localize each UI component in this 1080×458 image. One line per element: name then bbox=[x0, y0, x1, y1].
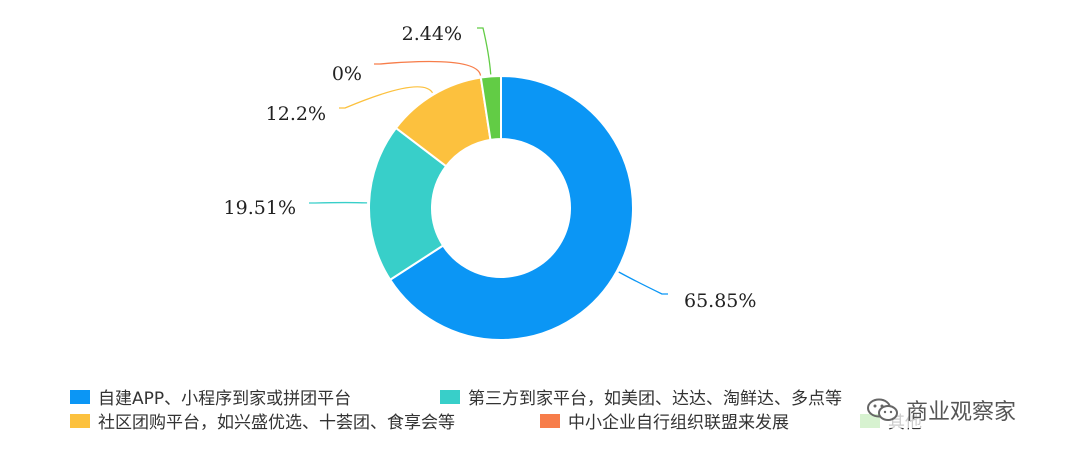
slice-self-built-app bbox=[388, 74, 634, 341]
leader-line bbox=[618, 271, 668, 295]
watermark: 商业观察家 bbox=[860, 392, 1023, 428]
data-label: 12.2% bbox=[266, 103, 326, 125]
legend-item-third-party: 第三方到家平台，如美团、达达、淘鲜达、多点等 bbox=[440, 384, 842, 409]
legend-item-community-group: 社区团购平台，如兴盛优选、十荟团、食享会等 bbox=[70, 408, 455, 433]
legend-swatch bbox=[440, 389, 460, 404]
legend-label: 第三方到家平台，如美团、达达、淘鲜达、多点等 bbox=[468, 389, 842, 409]
slice-other bbox=[479, 74, 502, 141]
leader-line bbox=[374, 60, 482, 76]
legend-label: 社区团购平台，如兴盛优选、十荟团、食享会等 bbox=[98, 413, 455, 433]
legend-label: 中小企业自行组织联盟来发展 bbox=[568, 413, 789, 433]
leader-line bbox=[477, 27, 492, 75]
legend-swatch bbox=[540, 413, 560, 428]
data-label: 65.85% bbox=[684, 290, 756, 312]
chart-legend: 自建APP、小程序到家或拼团平台 第三方到家平台，如美团、达达、淘鲜达、多点等 … bbox=[70, 384, 930, 440]
legend-item-self-built-app: 自建APP、小程序到家或拼团平台 bbox=[70, 384, 351, 409]
legend-label: 自建APP、小程序到家或拼团平台 bbox=[98, 389, 352, 409]
leader-line bbox=[339, 86, 434, 109]
legend-item-sme-alliance: 中小企业自行组织联盟来发展 bbox=[540, 408, 789, 433]
legend-swatch bbox=[70, 389, 90, 404]
watermark-text: 商业观察家 bbox=[906, 400, 1017, 425]
data-label: 2.44% bbox=[402, 23, 462, 45]
data-label: 0% bbox=[332, 63, 362, 85]
legend-swatch bbox=[70, 413, 90, 428]
wechat-icon bbox=[867, 398, 898, 421]
data-label: 19.51% bbox=[224, 197, 296, 219]
